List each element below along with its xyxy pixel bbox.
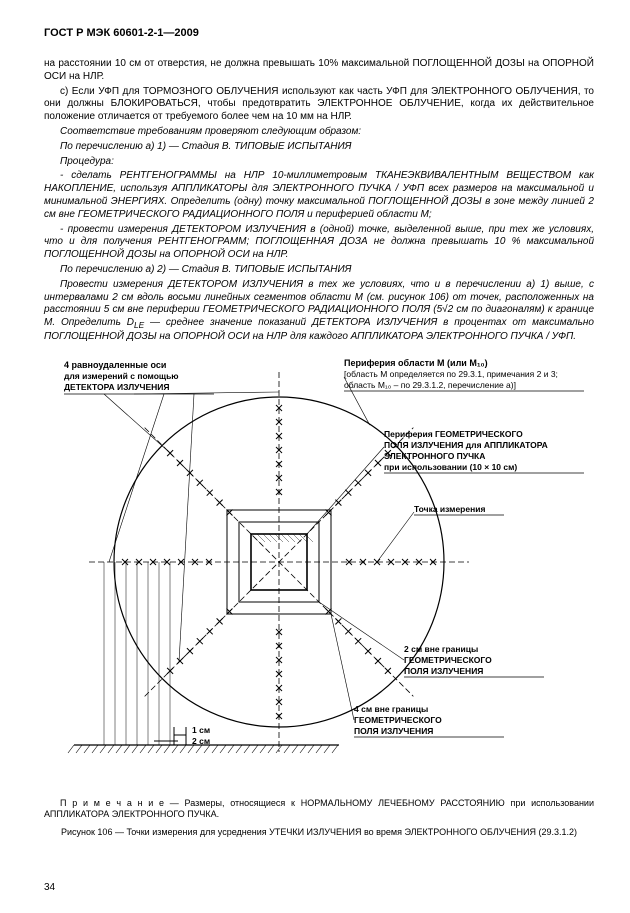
- svg-text:4 см вне границы: 4 см вне границы: [354, 704, 428, 714]
- svg-text:для измерений с помощью: для измерений с помощью: [64, 371, 179, 381]
- svg-text:ГЕОМЕТРИЧЕСКОГО: ГЕОМЕТРИЧЕСКОГО: [404, 655, 492, 665]
- para-9: Провести измерения ДЕТЕКТОРОМ ИЗЛУЧЕНИЯ …: [44, 279, 594, 344]
- para-6: - сделать РЕНТГЕНОГРАММЫ на НЛР 10-милли…: [44, 170, 594, 221]
- figure-106: 1 см2 см 4 равноудаленные осидля измерени…: [44, 352, 594, 792]
- svg-text:[область M определяется по 29.: [область M определяется по 29.3.1, приме…: [344, 369, 558, 379]
- para-2: с) Если УФП для ТОРМОЗНОГО ОБЛУЧЕНИЯ исп…: [44, 86, 594, 124]
- svg-text:ПОЛЯ ИЗЛУЧЕНИЯ: ПОЛЯ ИЗЛУЧЕНИЯ: [404, 666, 483, 676]
- svg-text:область M₁₀ – по 29.3.1.2, пер: область M₁₀ – по 29.3.1.2, перечисление …: [344, 380, 516, 390]
- svg-text:Периферия области M (или M₁₀): Периферия области M (или M₁₀): [344, 358, 488, 368]
- svg-text:ПОЛЯ ИЗЛУЧЕНИЯ: ПОЛЯ ИЗЛУЧЕНИЯ: [354, 726, 433, 736]
- page-number: 34: [44, 882, 55, 895]
- svg-text:при использовании (10 × 10 см): при использовании (10 × 10 см): [384, 462, 517, 472]
- standard-header: ГОСТ Р МЭК 60601-2-1—2009: [44, 26, 594, 40]
- figure-caption: Рисунок 106 — Точки измерения для усредн…: [44, 827, 594, 839]
- svg-text:ГЕОМЕТРИЧЕСКОГО: ГЕОМЕТРИЧЕСКОГО: [354, 715, 442, 725]
- svg-text:ЭЛЕКТРОННОГО ПУЧКА: ЭЛЕКТРОННОГО ПУЧКА: [384, 451, 485, 461]
- svg-text:ПОЛЯ ИЗЛУЧЕНИЯ для АППЛИКАТОРА: ПОЛЯ ИЗЛУЧЕНИЯ для АППЛИКАТОРА: [384, 440, 548, 450]
- figure-note: П р и м е ч а н и е — Размеры, относящие…: [44, 798, 594, 821]
- para-3: Соответствие требованиям проверяют следу…: [44, 126, 594, 139]
- svg-text:1 см: 1 см: [192, 725, 210, 735]
- para-1: на расстоянии 10 см от отверстия, не дол…: [44, 58, 594, 84]
- svg-text:2 см вне границы: 2 см вне границы: [404, 644, 478, 654]
- svg-text:2 см: 2 см: [192, 736, 210, 746]
- para-5: Процедура:: [44, 156, 594, 169]
- svg-text:ДЕТЕКТОРА ИЗЛУЧЕНИЯ: ДЕТЕКТОРА ИЗЛУЧЕНИЯ: [64, 382, 169, 392]
- document-page: ГОСТ Р МЭК 60601-2-1—2009 на расстоянии …: [0, 0, 630, 913]
- para-4: По перечислению а) 1) — Стадия В. ТИПОВЫ…: [44, 141, 594, 154]
- svg-text:Точка измерения: Точка измерения: [414, 504, 485, 514]
- svg-text:Периферия ГЕОМЕТРИЧЕСКОГО: Периферия ГЕОМЕТРИЧЕСКОГО: [384, 429, 523, 439]
- para-8: По перечислению а) 2) — Стадия В. ТИПОВЫ…: [44, 264, 594, 277]
- svg-text:4 равноудаленные оси: 4 равноудаленные оси: [64, 360, 166, 370]
- para-7: - провести измерения ДЕТЕКТОРОМ ИЗЛУЧЕНИ…: [44, 224, 594, 262]
- body-text: на расстоянии 10 см от отверстия, не дол…: [44, 58, 594, 344]
